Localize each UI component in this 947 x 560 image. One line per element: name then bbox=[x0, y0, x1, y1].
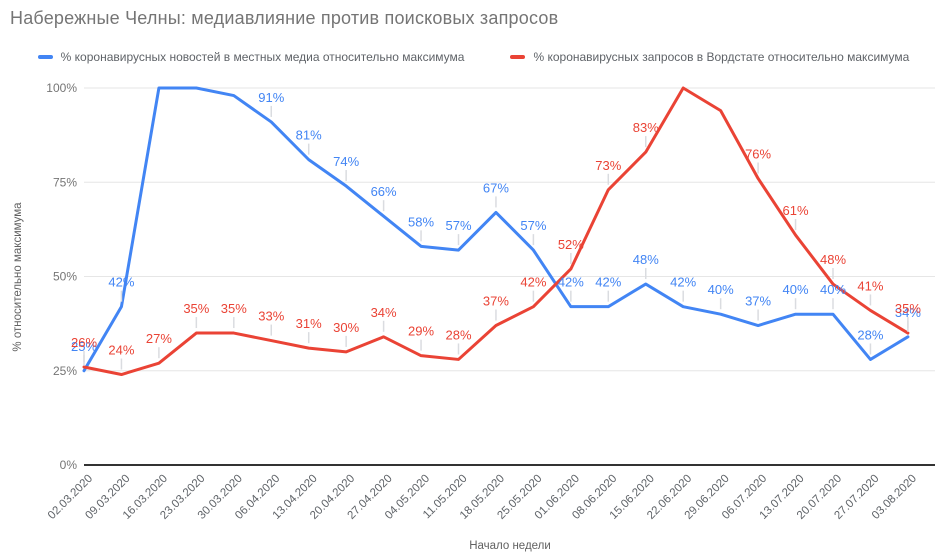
data-label: 91% bbox=[258, 90, 284, 105]
data-label: 74% bbox=[333, 154, 359, 169]
y-tick-label: 75% bbox=[53, 175, 77, 189]
data-label: 40% bbox=[783, 282, 809, 297]
y-tick-label: 50% bbox=[53, 270, 77, 284]
series-line-0 bbox=[82, 86, 910, 373]
data-label: 40% bbox=[708, 282, 734, 297]
y-axis-title: % относительно максимума bbox=[12, 202, 24, 352]
data-label: 48% bbox=[633, 252, 659, 267]
data-label: 42% bbox=[520, 275, 546, 290]
data-label: 25% bbox=[71, 339, 97, 354]
data-label: 42% bbox=[108, 275, 134, 290]
data-label: 35% bbox=[221, 301, 247, 316]
y-tick-label: 0% bbox=[60, 458, 78, 472]
data-label: 48% bbox=[820, 252, 846, 267]
data-label: 28% bbox=[857, 327, 883, 342]
legend-label-wordstat: % коронавирусных запросов в Вордстате от… bbox=[533, 50, 910, 64]
data-label: 76% bbox=[745, 146, 771, 161]
legend-item-media: % коронавирусных новостей в местных меди… bbox=[37, 50, 465, 64]
data-label: 30% bbox=[333, 320, 359, 335]
legend-marker-media-icon bbox=[37, 55, 53, 59]
data-label: 41% bbox=[857, 278, 883, 293]
y-tick-label: 100% bbox=[46, 81, 77, 95]
data-label: 73% bbox=[595, 158, 621, 173]
x-axis-title: Начало недели bbox=[469, 540, 551, 552]
data-label: 34% bbox=[895, 305, 921, 320]
data-label: 57% bbox=[520, 218, 546, 233]
data-label: 27% bbox=[146, 331, 172, 346]
data-label: 83% bbox=[633, 120, 659, 135]
data-label: 31% bbox=[296, 316, 322, 331]
legend-label-media: % коронавирусных новостей в местных меди… bbox=[60, 50, 465, 64]
data-label: 26% bbox=[71, 335, 97, 350]
data-label: 40% bbox=[820, 282, 846, 297]
data-label: 42% bbox=[670, 275, 696, 290]
data-label: 29% bbox=[408, 324, 434, 339]
y-tick-label: 25% bbox=[53, 364, 77, 378]
data-label: 52% bbox=[558, 237, 584, 252]
data-label: 34% bbox=[371, 305, 397, 320]
data-label: 66% bbox=[371, 184, 397, 199]
data-label: 33% bbox=[258, 309, 284, 324]
data-label: 37% bbox=[745, 294, 771, 309]
data-label: 57% bbox=[445, 218, 471, 233]
data-label: 35% bbox=[895, 301, 921, 316]
data-label: 81% bbox=[296, 128, 322, 143]
data-label: 58% bbox=[408, 214, 434, 229]
chart-legend: % коронавирусных новостей в местных меди… bbox=[0, 50, 947, 64]
series-line-1 bbox=[82, 86, 910, 377]
data-label: 24% bbox=[108, 343, 134, 358]
data-label: 61% bbox=[783, 203, 809, 218]
chart-title: Набережные Челны: медиавлияние против по… bbox=[10, 8, 559, 28]
data-label: 42% bbox=[595, 275, 621, 290]
data-label: 28% bbox=[445, 327, 471, 342]
data-label: 67% bbox=[483, 180, 509, 195]
data-label: 37% bbox=[483, 294, 509, 309]
legend-marker-wordstat-icon bbox=[510, 55, 526, 59]
data-label: 35% bbox=[183, 301, 209, 316]
data-label: 42% bbox=[558, 275, 584, 290]
legend-item-wordstat: % коронавирусных запросов в Вордстате от… bbox=[510, 50, 909, 64]
